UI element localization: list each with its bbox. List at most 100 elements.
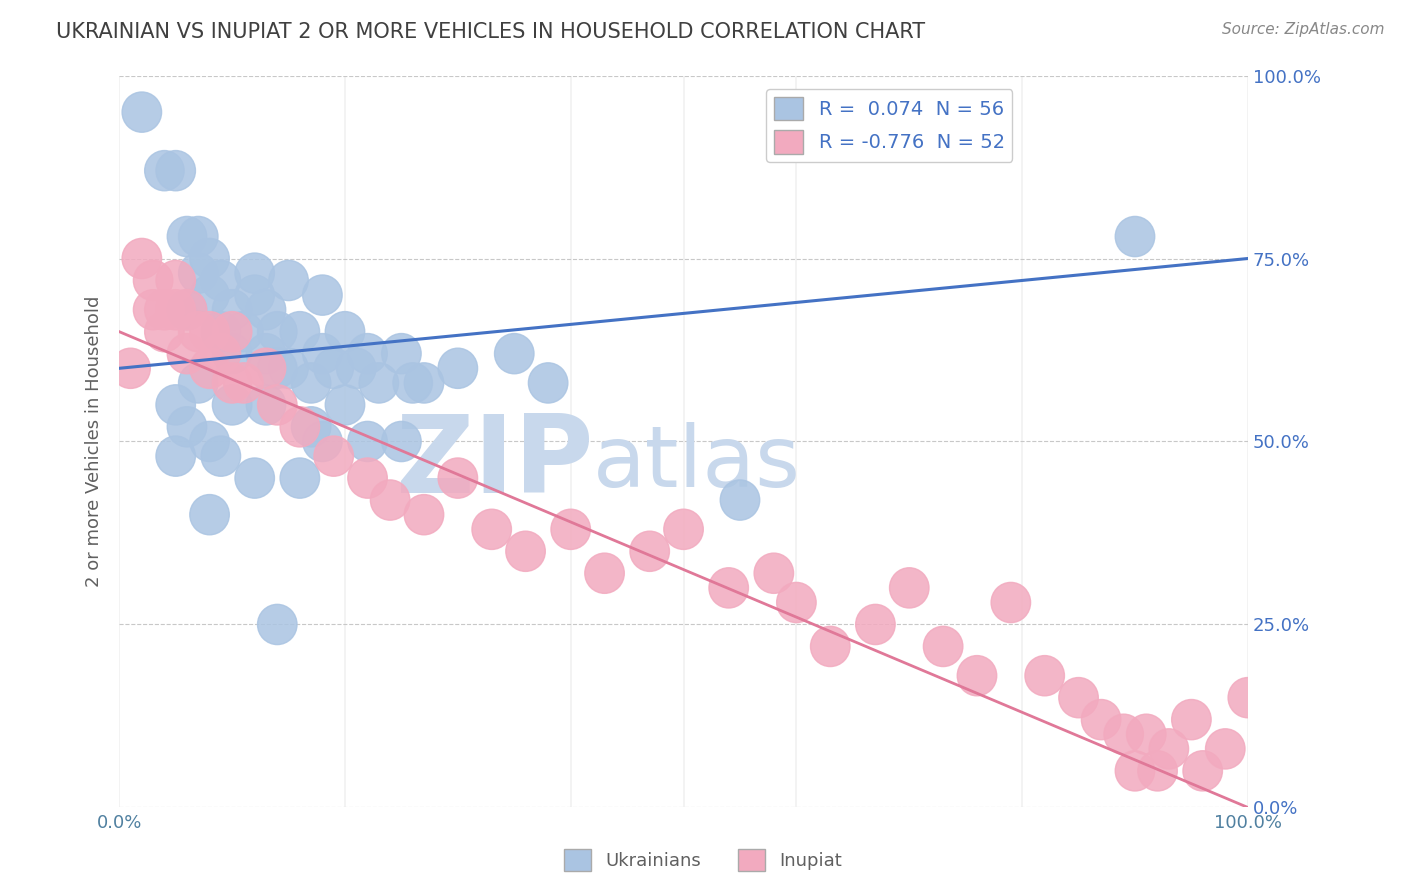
- Ellipse shape: [314, 348, 353, 388]
- Text: atlas: atlas: [593, 422, 801, 505]
- Ellipse shape: [1182, 751, 1222, 791]
- Ellipse shape: [439, 348, 478, 388]
- Ellipse shape: [336, 348, 375, 388]
- Ellipse shape: [201, 436, 240, 476]
- Ellipse shape: [167, 290, 207, 330]
- Ellipse shape: [347, 421, 387, 462]
- Ellipse shape: [720, 480, 759, 520]
- Ellipse shape: [472, 509, 512, 549]
- Ellipse shape: [810, 626, 851, 666]
- Ellipse shape: [257, 348, 297, 388]
- Ellipse shape: [776, 582, 815, 623]
- Ellipse shape: [1059, 678, 1098, 718]
- Ellipse shape: [156, 260, 195, 301]
- Ellipse shape: [201, 334, 240, 374]
- Ellipse shape: [145, 311, 184, 351]
- Ellipse shape: [179, 217, 218, 257]
- Ellipse shape: [370, 480, 411, 520]
- Ellipse shape: [190, 311, 229, 351]
- Ellipse shape: [122, 238, 162, 278]
- Ellipse shape: [201, 311, 240, 351]
- Ellipse shape: [235, 253, 274, 293]
- Ellipse shape: [1115, 217, 1154, 257]
- Ellipse shape: [381, 334, 422, 374]
- Ellipse shape: [134, 260, 173, 301]
- Ellipse shape: [212, 311, 252, 351]
- Ellipse shape: [246, 384, 285, 425]
- Ellipse shape: [134, 290, 173, 330]
- Ellipse shape: [551, 509, 591, 549]
- Ellipse shape: [630, 531, 669, 572]
- Ellipse shape: [291, 363, 330, 403]
- Ellipse shape: [224, 363, 263, 403]
- Ellipse shape: [257, 605, 297, 645]
- Ellipse shape: [585, 553, 624, 593]
- Ellipse shape: [1137, 751, 1177, 791]
- Ellipse shape: [212, 363, 252, 403]
- Ellipse shape: [179, 363, 218, 403]
- Ellipse shape: [302, 421, 342, 462]
- Text: ZIP: ZIP: [395, 410, 593, 516]
- Ellipse shape: [179, 253, 218, 293]
- Ellipse shape: [1227, 678, 1268, 718]
- Ellipse shape: [156, 436, 195, 476]
- Legend: Ukrainians, Inupiat: Ukrainians, Inupiat: [557, 842, 849, 879]
- Ellipse shape: [924, 626, 963, 666]
- Ellipse shape: [190, 421, 229, 462]
- Ellipse shape: [156, 151, 195, 191]
- Ellipse shape: [1171, 699, 1211, 739]
- Ellipse shape: [529, 363, 568, 403]
- Ellipse shape: [302, 334, 342, 374]
- Ellipse shape: [224, 311, 263, 351]
- Ellipse shape: [280, 458, 319, 499]
- Ellipse shape: [257, 384, 297, 425]
- Ellipse shape: [381, 421, 422, 462]
- Text: UKRAINIAN VS INUPIAT 2 OR MORE VEHICLES IN HOUSEHOLD CORRELATION CHART: UKRAINIAN VS INUPIAT 2 OR MORE VEHICLES …: [56, 22, 925, 42]
- Ellipse shape: [302, 275, 342, 315]
- Ellipse shape: [212, 384, 252, 425]
- Ellipse shape: [405, 494, 444, 535]
- Ellipse shape: [212, 334, 252, 374]
- Ellipse shape: [156, 384, 195, 425]
- Ellipse shape: [246, 348, 285, 388]
- Y-axis label: 2 or more Vehicles in Household: 2 or more Vehicles in Household: [86, 296, 103, 587]
- Ellipse shape: [167, 407, 207, 447]
- Ellipse shape: [1149, 729, 1188, 769]
- Ellipse shape: [664, 509, 703, 549]
- Ellipse shape: [709, 567, 748, 608]
- Ellipse shape: [754, 553, 793, 593]
- Ellipse shape: [122, 92, 162, 132]
- Ellipse shape: [235, 458, 274, 499]
- Ellipse shape: [246, 290, 285, 330]
- Ellipse shape: [156, 290, 195, 330]
- Ellipse shape: [167, 334, 207, 374]
- Ellipse shape: [957, 656, 997, 696]
- Ellipse shape: [325, 384, 364, 425]
- Ellipse shape: [111, 348, 150, 388]
- Ellipse shape: [201, 260, 240, 301]
- Ellipse shape: [167, 290, 207, 330]
- Ellipse shape: [246, 334, 285, 374]
- Ellipse shape: [856, 605, 896, 645]
- Ellipse shape: [257, 311, 297, 351]
- Legend: R =  0.074  N = 56, R = -0.776  N = 52: R = 0.074 N = 56, R = -0.776 N = 52: [766, 89, 1012, 161]
- Ellipse shape: [190, 348, 229, 388]
- Ellipse shape: [392, 363, 433, 403]
- Ellipse shape: [991, 582, 1031, 623]
- Ellipse shape: [269, 348, 308, 388]
- Ellipse shape: [190, 238, 229, 278]
- Ellipse shape: [506, 531, 546, 572]
- Ellipse shape: [280, 407, 319, 447]
- Ellipse shape: [325, 311, 364, 351]
- Text: Source: ZipAtlas.com: Source: ZipAtlas.com: [1222, 22, 1385, 37]
- Ellipse shape: [269, 260, 308, 301]
- Ellipse shape: [145, 290, 184, 330]
- Ellipse shape: [439, 458, 478, 499]
- Ellipse shape: [190, 494, 229, 535]
- Ellipse shape: [190, 275, 229, 315]
- Ellipse shape: [179, 311, 218, 351]
- Ellipse shape: [314, 436, 353, 476]
- Ellipse shape: [1081, 699, 1121, 739]
- Ellipse shape: [359, 363, 398, 403]
- Ellipse shape: [291, 407, 330, 447]
